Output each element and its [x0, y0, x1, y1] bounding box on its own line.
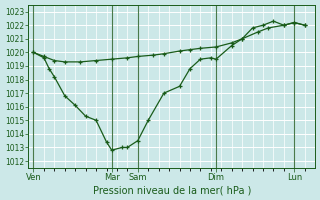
- X-axis label: Pression niveau de la mer( hPa ): Pression niveau de la mer( hPa ): [92, 185, 251, 195]
